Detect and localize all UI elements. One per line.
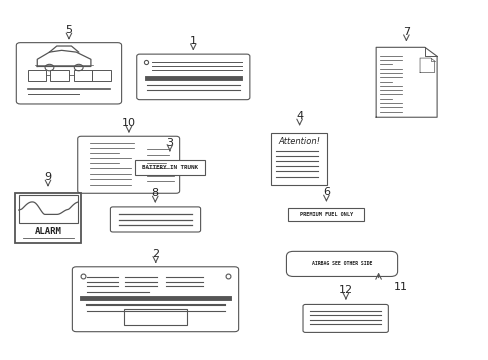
Text: 12: 12 — [338, 285, 352, 296]
Text: 2: 2 — [152, 249, 159, 259]
FancyBboxPatch shape — [137, 54, 249, 100]
Text: 10: 10 — [122, 118, 136, 128]
Bar — [74, 69, 92, 81]
FancyBboxPatch shape — [16, 42, 122, 104]
Text: 1: 1 — [189, 36, 196, 45]
Bar — [19, 195, 78, 223]
Text: 9: 9 — [44, 172, 51, 182]
Text: ALARM: ALARM — [35, 227, 61, 236]
Text: Attention!: Attention! — [278, 137, 320, 146]
FancyBboxPatch shape — [72, 267, 238, 332]
Bar — [288, 208, 363, 221]
Bar — [92, 69, 111, 81]
Text: 6: 6 — [322, 187, 329, 197]
Text: 4: 4 — [295, 111, 303, 121]
FancyBboxPatch shape — [110, 207, 200, 232]
Bar — [15, 193, 81, 243]
Polygon shape — [375, 47, 436, 117]
Text: 8: 8 — [151, 188, 159, 198]
Text: 3: 3 — [166, 138, 173, 148]
Text: AIRBAG SEE OTHER SIDE: AIRBAG SEE OTHER SIDE — [311, 261, 371, 266]
FancyBboxPatch shape — [303, 305, 387, 332]
Text: BATTERY IN TRUNK: BATTERY IN TRUNK — [142, 165, 198, 170]
Bar — [50, 69, 69, 81]
FancyBboxPatch shape — [78, 136, 179, 193]
Text: 11: 11 — [393, 282, 407, 292]
Text: 5: 5 — [65, 25, 72, 35]
Text: 7: 7 — [402, 27, 409, 37]
Bar — [123, 310, 187, 324]
Text: PREMIUM FUEL ONLY: PREMIUM FUEL ONLY — [299, 212, 352, 217]
Bar — [135, 159, 205, 175]
Polygon shape — [419, 58, 434, 72]
Bar — [27, 69, 46, 81]
FancyBboxPatch shape — [286, 251, 397, 276]
Bar — [271, 134, 327, 185]
